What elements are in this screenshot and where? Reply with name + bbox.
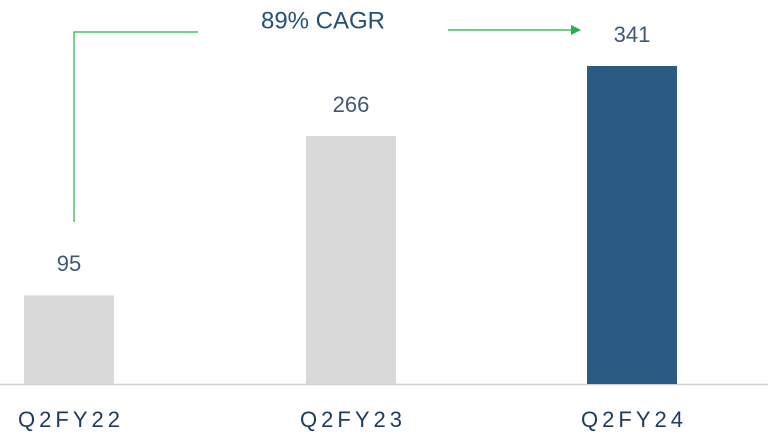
value-label: 341: [614, 22, 651, 47]
value-label: 95: [57, 251, 81, 276]
cagr-line: [73, 31, 198, 222]
bar: [587, 66, 677, 384]
x-tick-label: Q2FY23: [300, 407, 406, 432]
annotation: 89% CAGR: [261, 7, 385, 34]
bar: [24, 295, 114, 384]
value-label: 266: [333, 92, 370, 117]
x-tick-label: Q2FY22: [18, 407, 124, 432]
x-tick-label: Q2FY24: [581, 407, 687, 432]
bar: [306, 135, 396, 384]
